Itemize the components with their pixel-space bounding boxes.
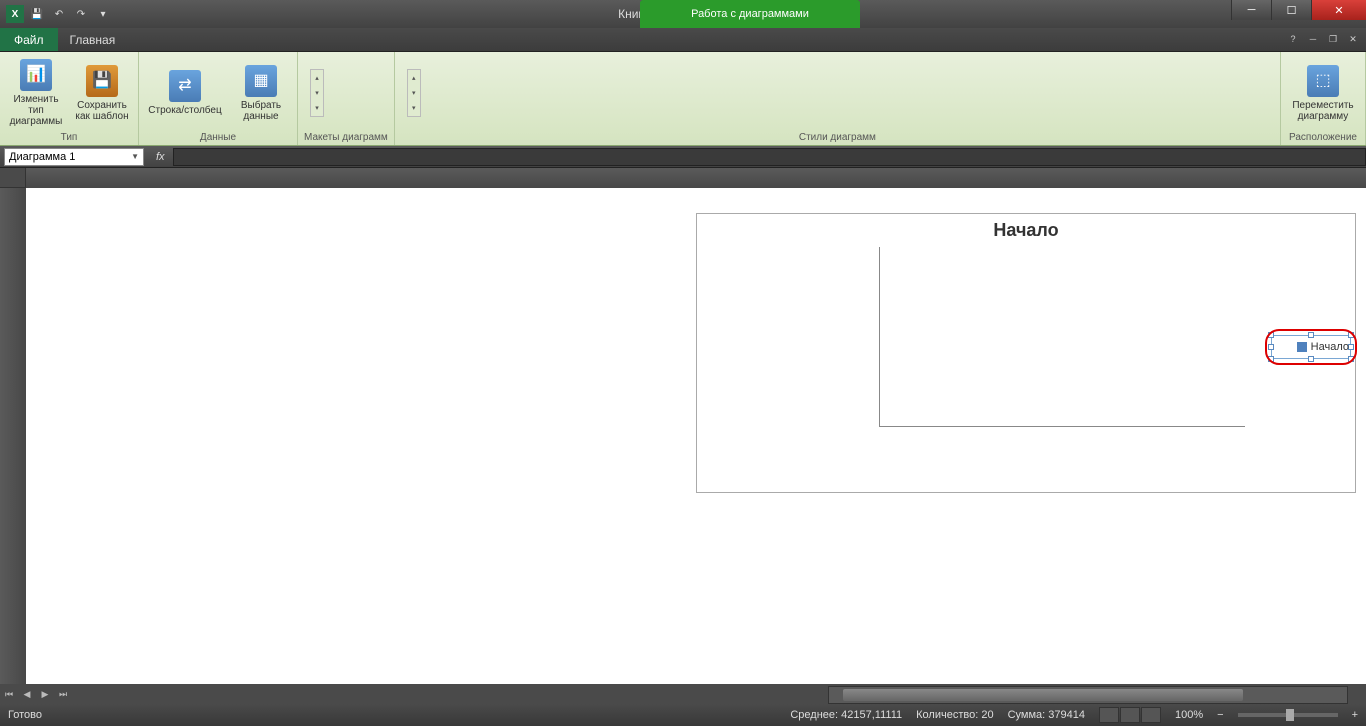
- layouts-more-button[interactable]: ▴▾▾: [310, 69, 324, 117]
- help-icon[interactable]: ?: [1284, 31, 1302, 47]
- formula-input[interactable]: [173, 148, 1366, 166]
- quick-access-toolbar: X 💾 ↶ ↷ ▾: [0, 5, 118, 23]
- view-buttons: [1099, 707, 1161, 723]
- status-ready: Готово: [8, 709, 42, 721]
- window-controls: ─ ☐ ✕: [1231, 0, 1366, 20]
- sheet-nav-next-icon[interactable]: ▶: [36, 685, 54, 703]
- chart-tools-contextual-tab: Работа с диаграммами: [640, 0, 860, 28]
- page-layout-view-button[interactable]: [1120, 707, 1140, 723]
- cells-area[interactable]: Начало Начало: [26, 188, 1366, 704]
- ribbon-group-data: ⇄ Строка/столбец ▦ Выбрать данные Данные: [139, 52, 298, 145]
- chart-category-axis: [707, 247, 877, 427]
- close-button[interactable]: ✕: [1311, 0, 1366, 20]
- minimize-button[interactable]: ─: [1231, 0, 1271, 20]
- fx-icon[interactable]: fx: [148, 151, 173, 163]
- doc-restore-icon[interactable]: ❐: [1324, 31, 1342, 47]
- chart-title[interactable]: Начало: [697, 214, 1355, 247]
- styles-more-button[interactable]: ▴▾▾: [407, 69, 421, 117]
- undo-icon[interactable]: ↶: [50, 5, 68, 23]
- legend-label: Начало: [1311, 341, 1349, 353]
- zoom-out-button[interactable]: −: [1217, 709, 1223, 721]
- status-average: Среднее: 42157,11111: [790, 709, 902, 721]
- doc-minimize-icon[interactable]: ─: [1304, 31, 1322, 47]
- row-headers: [0, 188, 26, 704]
- zoom-slider[interactable]: [1238, 713, 1338, 717]
- ribbon: 📊 Изменить тип диаграммы 💾 Сохранить как…: [0, 52, 1366, 146]
- horizontal-scrollbar[interactable]: [828, 686, 1348, 704]
- doc-close-icon[interactable]: ✕: [1344, 31, 1362, 47]
- chart-plot-area[interactable]: [879, 247, 1245, 427]
- page-break-view-button[interactable]: [1141, 707, 1161, 723]
- redo-icon[interactable]: ↷: [72, 5, 90, 23]
- select-data-button[interactable]: ▦ Выбрать данные: [231, 57, 291, 129]
- save-template-button[interactable]: 💾 Сохранить как шаблон: [72, 57, 132, 129]
- legend-marker-icon: [1297, 342, 1307, 352]
- status-bar: Готово Среднее: 42157,11111 Количество: …: [0, 704, 1366, 726]
- save-template-icon: 💾: [86, 65, 118, 97]
- sheet-nav-prev-icon[interactable]: ◀: [18, 685, 36, 703]
- save-icon[interactable]: 💾: [28, 5, 46, 23]
- select-all-corner[interactable]: [0, 168, 26, 188]
- chart-value-axis: [879, 423, 1245, 443]
- ribbon-group-location: ⬚ Переместить диаграмму Расположение: [1281, 52, 1366, 145]
- move-chart-icon: ⬚: [1307, 65, 1339, 97]
- status-sum: Сумма: 379414: [1008, 709, 1085, 721]
- formula-bar: Диаграмма 1▼ fx: [0, 146, 1366, 168]
- file-tab[interactable]: Файл: [0, 28, 58, 51]
- zoom-level[interactable]: 100%: [1175, 709, 1203, 721]
- switch-row-col-button[interactable]: ⇄ Строка/столбец: [145, 57, 225, 129]
- change-chart-type-button[interactable]: 📊 Изменить тип диаграммы: [6, 57, 66, 129]
- worksheet-grid[interactable]: Начало Начало: [0, 168, 1366, 704]
- qat-dropdown-icon[interactable]: ▾: [94, 5, 112, 23]
- ribbon-tab-главная[interactable]: Главная: [58, 28, 128, 51]
- title-bar: X 💾 ↶ ↷ ▾ Книга1 - Microsoft Excel Работ…: [0, 0, 1366, 28]
- select-data-icon: ▦: [245, 65, 277, 97]
- ribbon-group-type: 📊 Изменить тип диаграммы 💾 Сохранить как…: [0, 52, 139, 145]
- sheet-tab-bar: ⏮ ◀ ▶ ⏭: [0, 684, 1366, 704]
- embedded-chart[interactable]: Начало Начало: [696, 213, 1356, 493]
- namebox-dropdown-icon[interactable]: ▼: [131, 152, 139, 161]
- move-chart-button[interactable]: ⬚ Переместить диаграмму: [1287, 57, 1359, 129]
- excel-icon: X: [6, 5, 24, 23]
- zoom-in-button[interactable]: +: [1352, 709, 1358, 721]
- maximize-button[interactable]: ☐: [1271, 0, 1311, 20]
- sheet-nav-first-icon[interactable]: ⏮: [0, 685, 18, 703]
- chart-legend[interactable]: Начало: [1297, 341, 1349, 353]
- normal-view-button[interactable]: [1099, 707, 1119, 723]
- name-box[interactable]: Диаграмма 1▼: [4, 148, 144, 166]
- status-count: Количество: 20: [916, 709, 993, 721]
- ribbon-group-layouts: ▴▾▾ Макеты диаграмм: [298, 52, 395, 145]
- ribbon-tabs: Файл Главная ? ─ ❐ ✕: [0, 28, 1366, 52]
- sheet-nav-last-icon[interactable]: ⏭: [54, 685, 72, 703]
- chart-type-icon: 📊: [20, 59, 52, 91]
- switch-icon: ⇄: [169, 70, 201, 102]
- ribbon-group-styles: ▴▾▾ Стили диаграмм: [395, 52, 1281, 145]
- column-headers: [0, 168, 1366, 188]
